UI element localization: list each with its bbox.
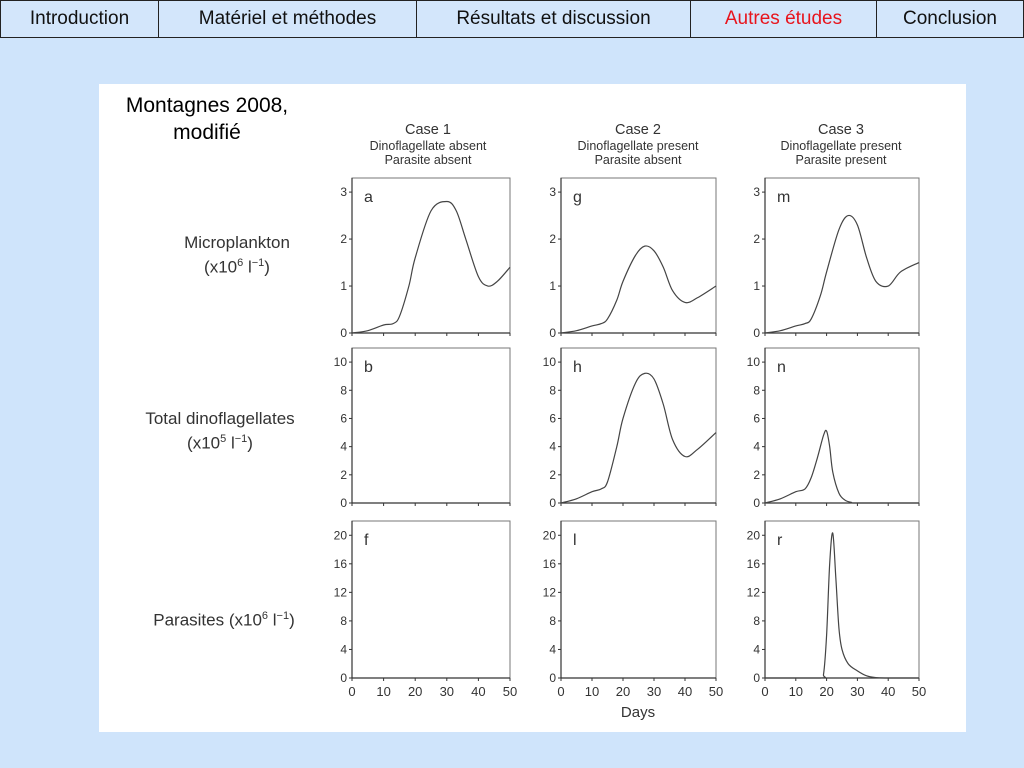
section-tabs: Introduction Matériel et méthodes Résult… — [0, 0, 1024, 38]
unit-exponent: −1 — [251, 257, 265, 269]
unit-text: (x10 — [204, 257, 238, 277]
tab-materiel-methodes[interactable]: Matériel et méthodes — [158, 0, 416, 38]
row-label-parasites: Parasites (x106 l−1) — [119, 606, 329, 631]
row-unit: Parasites (x106 l−1) — [119, 606, 329, 631]
case-title: Case 2 — [615, 122, 661, 138]
unit-text: ) — [264, 257, 270, 277]
tab-introduction[interactable]: Introduction — [0, 0, 158, 38]
row-label-microplankton: Microplankton (x106 l−1) — [147, 232, 327, 278]
x-axis-label: Days — [620, 704, 656, 721]
unit-exponent: 6 — [261, 610, 269, 622]
unit-text: ) — [289, 610, 295, 630]
case-2-header: Case 2 Dinoflagellate present Parasite a… — [541, 122, 735, 167]
row-label-text: Microplankton — [184, 233, 290, 252]
case-3-header: Case 3 Dinoflagellate present Parasite p… — [744, 122, 938, 167]
row-unit: (x106 l−1) — [147, 253, 327, 278]
unit-text: l — [226, 433, 235, 453]
figure-panel: Montagnes 2008, modifié Case 1 Dinoflage… — [99, 84, 966, 732]
unit-text: l — [243, 257, 252, 277]
unit-exponent: 6 — [237, 257, 244, 269]
case-1-header: Case 1 Dinoflagellate absent Parasite ab… — [331, 122, 525, 167]
credit-line-1: Montagnes 2008, — [125, 94, 289, 117]
row-label-text: Parasites — [153, 610, 225, 630]
unit-text: ) — [247, 433, 253, 453]
tab-autres-etudes[interactable]: Autres études — [690, 0, 876, 38]
figure-credit: Montagnes 2008, modifié — [99, 92, 315, 146]
row-unit: (x105 l−1) — [115, 429, 325, 454]
case-condition: Dinoflagellate absent — [369, 139, 487, 153]
unit-exponent: 5 — [220, 433, 227, 445]
tab-conclusion[interactable]: Conclusion — [876, 0, 1024, 38]
case-condition: Dinoflagellate present — [780, 139, 902, 153]
credit-line-2: modifié — [173, 121, 241, 144]
row-label-dinoflagellates: Total dinoflagellates (x105 l−1) — [115, 408, 325, 454]
unit-text: (x10 — [187, 433, 221, 453]
unit-text: l — [268, 610, 277, 630]
case-condition: Parasite absent — [384, 153, 472, 167]
case-condition: Dinoflagellate present — [577, 139, 699, 153]
unit-text: (x10 — [224, 610, 262, 630]
case-title: Case 1 — [405, 122, 451, 138]
unit-exponent: −1 — [276, 610, 290, 622]
case-title: Case 3 — [818, 122, 864, 138]
unit-exponent: −1 — [234, 433, 248, 445]
row-label-text: Total dinoflagellates — [145, 409, 295, 428]
case-condition: Parasite present — [795, 153, 887, 167]
tab-resultats-discussion[interactable]: Résultats et discussion — [416, 0, 690, 38]
case-condition: Parasite absent — [594, 153, 682, 167]
